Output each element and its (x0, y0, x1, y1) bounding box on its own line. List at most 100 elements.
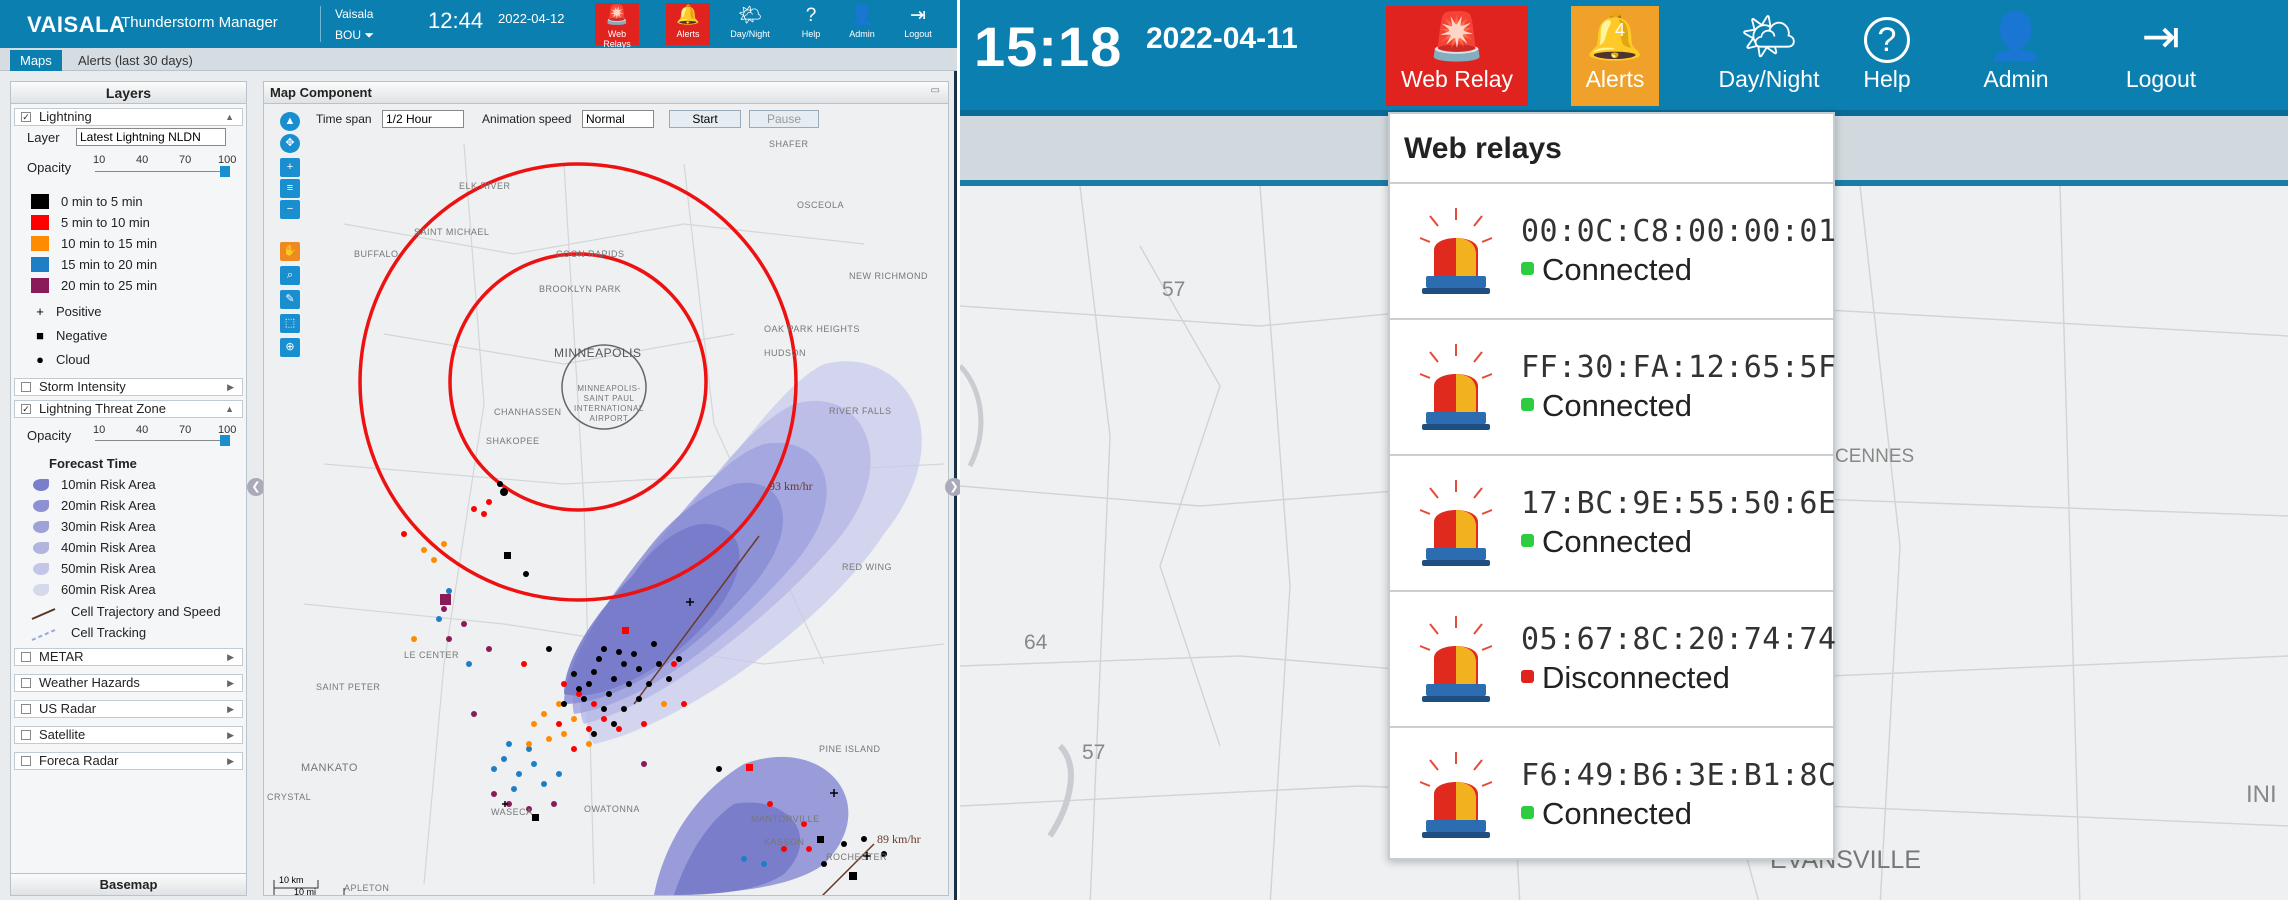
tab-alerts[interactable]: Alerts (last 30 days) (78, 53, 193, 68)
measure-icon[interactable]: ✎ (280, 290, 300, 309)
map-label: 64 (1024, 631, 1048, 654)
cloud-icon: ● (36, 352, 44, 367)
popup-title: Web relays (1390, 114, 1833, 184)
lightning-layer-header[interactable]: ✓ Lightning ▲ (14, 108, 243, 126)
zoom-box-icon[interactable]: ⊕ (280, 338, 300, 357)
timespan-label: Time span (316, 112, 372, 126)
expand-icon[interactable]: ▶ (227, 756, 234, 766)
storm-intensity-header[interactable]: Storm Intensity ▶ (14, 378, 243, 396)
timespan-select[interactable]: 1/2 Hour (382, 110, 464, 128)
tab-maps[interactable]: Maps (10, 50, 62, 71)
zoom-out-icon[interactable]: − (280, 200, 300, 219)
alerts-button[interactable]: 🔔 Alerts (666, 3, 710, 45)
expand-icon[interactable]: ▶ (227, 730, 234, 740)
start-button[interactable]: Start (669, 110, 741, 128)
opacity-tick: 100 (218, 154, 237, 166)
relay-item[interactable]: 00:0C:C8:00:00:01 Connected (1390, 184, 1836, 320)
opacity-slider-thumb[interactable] (220, 166, 230, 177)
alerts-count: 4 (1615, 20, 1626, 40)
maximize-icon[interactable]: ▭ (930, 85, 940, 96)
metar-header[interactable]: METAR ▶ (14, 648, 243, 666)
relay-item[interactable]: FF:30:FA:12:65:5F Connected (1390, 320, 1836, 456)
risk-area-icon (33, 563, 49, 575)
opacity-tick: 70 (179, 154, 192, 166)
hand-icon[interactable]: ✋ (280, 242, 300, 261)
scale-km-label: 10 km (279, 875, 304, 885)
age-swatch (31, 257, 49, 272)
weather-hazards-checkbox[interactable] (21, 678, 31, 688)
collapse-panel-icon[interactable]: ❮ (247, 478, 265, 496)
place-label: PINE ISLAND (819, 744, 881, 754)
layer-label: Layer (27, 130, 60, 145)
basemap-header[interactable]: Basemap (11, 873, 246, 895)
day-night-button[interactable]: 🌤 Day/Night (728, 3, 772, 45)
threat-zone-checkbox[interactable]: ✓ (21, 404, 31, 414)
risk-area-icon (33, 584, 49, 596)
us-radar-header[interactable]: US Radar ▶ (14, 700, 243, 718)
zoom-in-icon[interactable]: + (280, 158, 300, 177)
opacity-slider-track[interactable] (95, 440, 225, 441)
place-label: APLETON (344, 883, 390, 893)
status-dot (1521, 670, 1534, 684)
expand-icon[interactable]: ▶ (227, 382, 234, 392)
pan-up-icon[interactable]: ▲ (280, 112, 300, 131)
expand-panel-icon[interactable]: ❯ (945, 478, 963, 496)
logout-label: Logout (904, 29, 932, 39)
expand-icon[interactable]: ▶ (227, 678, 234, 688)
scale-mi-label: 10 mi (294, 887, 317, 895)
layer-select[interactable]: Latest Lightning NLDN (76, 128, 226, 146)
relay-item[interactable]: 05:67:8C:20:74:74 Disconnected (1390, 592, 1836, 728)
admin-button[interactable]: 👤 Admin (1966, 6, 2066, 106)
collapse-icon[interactable]: ▲ (225, 112, 234, 122)
relay-item[interactable]: 17:BC:9E:55:50:6E Connected (1390, 456, 1836, 592)
risk-area-icon (33, 500, 49, 512)
siren-icon: 🚨 (1428, 10, 1486, 62)
divider (320, 6, 321, 42)
admin-label: Admin (1983, 66, 2049, 92)
day-night-button[interactable]: 🌤 Day/Night (1704, 6, 1834, 106)
opacity-tick: 10 (93, 154, 106, 166)
relay-mac: FF:30:FA:12:65:5F (1521, 350, 1837, 385)
tracking-label: Cell Tracking (71, 625, 147, 640)
help-button[interactable]: ? Help (789, 3, 833, 45)
siren-icon (1419, 616, 1493, 702)
opacity-slider-thumb[interactable] (220, 435, 230, 446)
lightning-checkbox[interactable]: ✓ (21, 112, 31, 122)
logout-button[interactable]: ⇥ Logout (2106, 6, 2216, 106)
risk-area-icon (33, 521, 49, 533)
alerts-button[interactable]: 🔔 4 Alerts (1571, 6, 1659, 106)
logout-button[interactable]: ⇥ Logout (896, 3, 940, 45)
speed-label: Animation speed (482, 112, 572, 126)
place-label: BUFFALO (354, 249, 399, 259)
us-radar-checkbox[interactable] (21, 704, 31, 714)
satellite-checkbox[interactable] (21, 730, 31, 740)
pan-control-icon[interactable]: ✥ (280, 134, 300, 153)
storm-intensity-checkbox[interactable] (21, 382, 31, 392)
select-icon[interactable]: ⬚ (280, 314, 300, 333)
web-relay-button[interactable]: 🚨 Web Relay (1386, 6, 1528, 106)
site-selector[interactable]: BOU ⏷ (335, 28, 374, 42)
expand-icon[interactable]: ▶ (227, 704, 234, 714)
opacity-slider-track[interactable] (95, 171, 225, 172)
relay-status-text: Connected (1542, 252, 1692, 287)
map-canvas[interactable]: Time span 1/2 Hour Animation speed Norma… (264, 104, 948, 895)
foreca-radar-header[interactable]: Foreca Radar ▶ (14, 752, 243, 770)
age-legend-label: 10 min to 15 min (61, 236, 158, 251)
status-dot (1521, 806, 1534, 820)
metar-checkbox[interactable] (21, 652, 31, 662)
collapse-icon[interactable]: ▲ (225, 404, 234, 414)
search-icon[interactable]: ⌕ (280, 266, 300, 285)
zoom-slider-icon[interactable]: ≡ (280, 179, 300, 198)
foreca-radar-checkbox[interactable] (21, 756, 31, 766)
relay-item[interactable]: F6:49:B6:3E:B1:8C Connected (1390, 728, 1836, 864)
weather-hazards-header[interactable]: Weather Hazards ▶ (14, 674, 243, 692)
pause-button[interactable]: Pause (749, 110, 819, 128)
satellite-header[interactable]: Satellite ▶ (14, 726, 243, 744)
admin-button[interactable]: 👤 Admin (840, 3, 884, 45)
help-button[interactable]: ? Help (1844, 6, 1930, 106)
threat-zone-header[interactable]: ✓ Lightning Threat Zone ▲ (14, 400, 243, 418)
lightning-content: Layer Latest Lightning NLDN Opacity 10 4… (11, 126, 246, 436)
expand-icon[interactable]: ▶ (227, 652, 234, 662)
web-relays-button[interactable]: 🚨 Web Relays (595, 3, 639, 49)
speed-select[interactable]: Normal (582, 110, 654, 128)
